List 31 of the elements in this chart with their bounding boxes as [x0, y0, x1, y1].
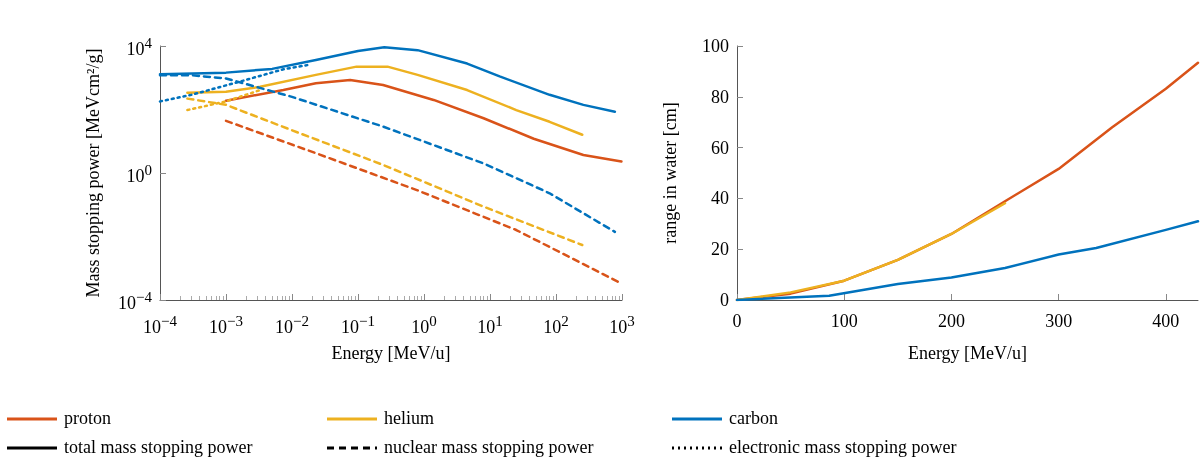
x-tick-label: 10$^{1}$ — [477, 312, 503, 338]
y-axis-title: Mass stopping power [MeVcm²/g] — [83, 48, 103, 298]
legend-label: carbon — [729, 408, 778, 429]
y-tick-label: 40 — [711, 187, 729, 210]
x-tick-label: 10$^{3}$ — [609, 312, 635, 338]
x-tick-label: 400 — [1152, 310, 1180, 332]
x-tick-label: 200 — [937, 310, 965, 332]
x-axis-title: Energy [MeV/u] — [331, 343, 451, 363]
y-axis-title: range in water [cm] — [660, 102, 680, 244]
y-tick-label: 20 — [711, 238, 729, 261]
y-tick-label: 10$^{−4}$ — [118, 288, 152, 314]
x-tick-label: 100 — [830, 310, 858, 332]
x-tick-label: 10$^{0}$ — [411, 312, 437, 338]
x-tick-label: 300 — [1045, 310, 1073, 332]
legend-label: helium — [384, 408, 434, 429]
x-tick-label: 10$^{−2}$ — [275, 312, 309, 338]
y-tick-label: 10$^{0}$ — [126, 161, 152, 187]
x-tick-label: 10$^{−1}$ — [341, 312, 375, 338]
x-tick-label: 10$^{2}$ — [543, 312, 569, 338]
legend-label: proton — [64, 408, 111, 429]
x-tick-label: 10$^{−3}$ — [209, 312, 243, 338]
y-tick-label: 80 — [711, 85, 729, 108]
y-tick-label: 0 — [720, 289, 729, 311]
text: total mass stopping power — [64, 437, 253, 458]
text: electronic mass stopping power — [729, 437, 957, 458]
x-tick-label: 10$^{−4}$ — [143, 312, 177, 338]
y-tick-label: 10$^{4}$ — [126, 34, 152, 60]
y-tick-label: 100 — [702, 35, 729, 57]
y-tick-label: 60 — [711, 136, 729, 159]
text: nuclear mass stopping power — [384, 437, 594, 458]
x-axis-title: Energy [MeV/u] — [907, 343, 1028, 363]
